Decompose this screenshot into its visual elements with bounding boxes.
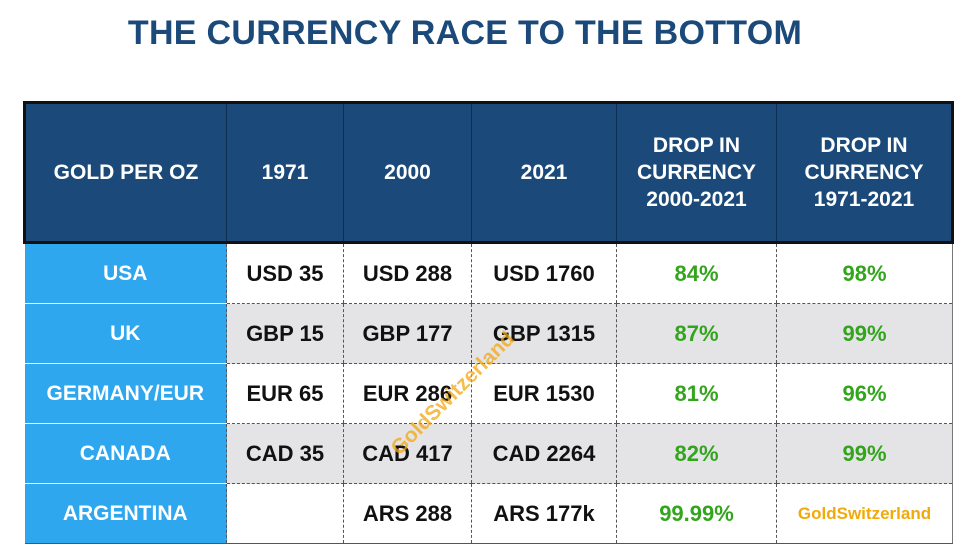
value-2000-cell: CAD 417 [343, 423, 472, 484]
header-drop-1971-2021: DROP IN CURRENCY 1971-2021 [776, 102, 953, 243]
value-1971-cell: CAD 35 [226, 423, 344, 484]
header-line: 2000-2021 [646, 188, 747, 211]
value-1971-cell [226, 483, 344, 544]
country-cell: CANADA [24, 423, 227, 484]
header-drop-2000-2021: DROP IN CURRENCY 2000-2021 [616, 102, 777, 243]
table-row: GERMANY/EUR EUR 65 EUR 286 EUR 1530 81% … [24, 363, 953, 424]
header-2000: 2000 [343, 102, 472, 243]
drop-1971-2021-cell: 96% [776, 363, 953, 424]
country-cell: ARGENTINA [24, 483, 227, 544]
gold-price-table: GOLD PER OZ 1971 2000 2021 DROP IN CURRE… [23, 101, 954, 544]
drop-2000-2021-cell: 82% [616, 423, 777, 484]
page-title: THE CURRENCY RACE TO THE BOTTOM [127, 14, 803, 52]
header-line: DROP IN [820, 134, 908, 157]
header-line: 1971-2021 [813, 188, 915, 211]
value-1971-cell: USD 35 [226, 242, 344, 304]
country-cell: USA [24, 242, 227, 304]
value-2000-cell: USD 288 [343, 242, 472, 304]
drop-2000-2021-cell: 81% [616, 363, 777, 424]
country-cell: UK [24, 303, 227, 364]
drop-1971-2021-cell: 98% [776, 242, 953, 304]
value-2000-cell: EUR 286 [343, 363, 472, 424]
table-row: UK GBP 15 GBP 177 GBP 1315 87% 99% [24, 303, 953, 364]
value-2021-cell: CAD 2264 [471, 423, 617, 484]
table-row: USA USD 35 USD 288 USD 1760 84% 98% [24, 242, 953, 304]
value-1971-cell: GBP 15 [226, 303, 344, 364]
table-row: ARGENTINA ARS 288 ARS 177k 99.99% GoldSw… [24, 483, 953, 544]
table-header-row: GOLD PER OZ 1971 2000 2021 DROP IN CURRE… [24, 102, 953, 243]
goldswitzerland-brand-text: GoldSwitzerland [776, 483, 953, 544]
header-line: CURRENCY [804, 161, 924, 184]
drop-1971-2021-cell: 99% [776, 423, 953, 484]
header-1971: 1971 [226, 102, 344, 243]
header-line: DROP IN [652, 134, 741, 157]
drop-2000-2021-cell: 99.99% [616, 483, 777, 544]
header-2021: 2021 [471, 102, 617, 243]
header-gold-per-oz: GOLD PER OZ [24, 102, 227, 243]
value-2021-cell: EUR 1530 [471, 363, 617, 424]
header-line: CURRENCY [636, 161, 756, 184]
value-2021-cell: USD 1760 [471, 242, 617, 304]
drop-2000-2021-cell: 87% [616, 303, 777, 364]
drop-2000-2021-cell: 84% [616, 242, 777, 304]
table-row: CANADA CAD 35 CAD 417 CAD 2264 82% 99% [24, 423, 953, 484]
value-2021-cell: ARS 177k [471, 483, 617, 544]
value-2000-cell: GBP 177 [343, 303, 472, 364]
value-1971-cell: EUR 65 [226, 363, 344, 424]
country-cell: GERMANY/EUR [24, 363, 227, 424]
drop-1971-2021-cell: 99% [776, 303, 953, 364]
value-2000-cell: ARS 288 [343, 483, 472, 544]
value-2021-cell: GBP 1315 [471, 303, 617, 364]
